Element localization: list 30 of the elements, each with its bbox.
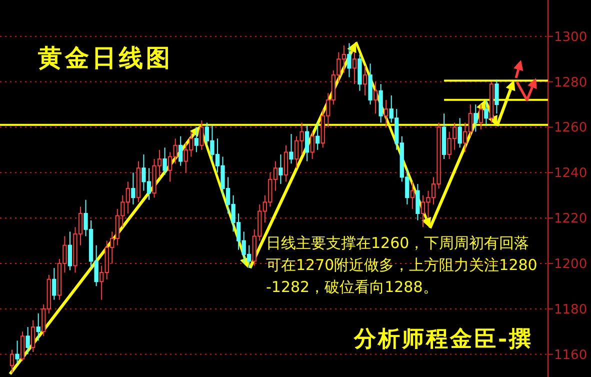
text: 黄金日线图 — [37, 43, 173, 72]
y-tick-label: 1220 — [554, 212, 588, 227]
y-tick-label: 1280 — [554, 75, 588, 90]
annotation: 日线主要支撑在1260，下周周初有回落可在1270附近做多，上方阻力关注1280-1282，破位看向1288。 — [266, 234, 538, 296]
candlestick — [474, 104, 478, 132]
y-tick-label: 1240 — [554, 166, 588, 182]
candlestick — [178, 136, 183, 166]
y-tick-label: 1160 — [554, 348, 588, 363]
candlestick — [352, 52, 357, 85]
y-tick-label: 1260 — [554, 120, 588, 136]
y-tick-label: 1180 — [554, 302, 588, 318]
candlestick — [310, 131, 314, 160]
y-tick-label: 1300 — [554, 30, 588, 45]
candlestick — [373, 81, 378, 114]
candlestick — [131, 172, 136, 205]
candlestick — [316, 122, 320, 150]
candlestick — [278, 154, 283, 184]
annotation: 分析师程金臣-撰 — [353, 326, 534, 352]
candlestick — [10, 349, 14, 373]
candlestick — [36, 312, 40, 342]
candlestick — [410, 181, 415, 210]
candlestick — [416, 183, 420, 221]
candlestick — [384, 99, 388, 128]
candlestick — [52, 267, 56, 300]
candlestick — [26, 326, 30, 355]
candlestick — [68, 231, 72, 271]
candlestick — [362, 65, 368, 96]
y-tick-label: 1200 — [554, 256, 588, 272]
candlestick — [484, 99, 488, 126]
candlestick — [347, 42, 352, 78]
